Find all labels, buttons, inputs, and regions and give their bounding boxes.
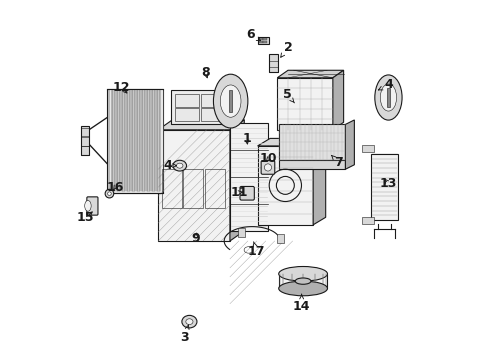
Bar [175,94,199,107]
Bar [277,78,333,130]
Text: 14: 14 [293,294,310,313]
Bar [270,54,278,72]
Bar [259,38,263,40]
Ellipse shape [85,201,91,211]
Text: 6: 6 [246,28,261,41]
Ellipse shape [182,315,197,328]
Polygon shape [333,70,343,130]
Bar [201,94,225,107]
Bar [362,217,374,224]
Circle shape [265,164,271,171]
Bar [201,108,225,121]
Ellipse shape [173,160,187,171]
Polygon shape [172,117,243,125]
Text: 4: 4 [378,78,393,91]
Polygon shape [230,120,245,241]
Ellipse shape [380,84,396,111]
Bar [279,160,345,169]
Bar [259,41,263,43]
Polygon shape [277,70,343,78]
Bar [81,146,89,155]
Bar [279,274,327,288]
Ellipse shape [214,74,248,128]
Bar [362,145,374,152]
Text: 11: 11 [230,186,248,199]
Bar [258,146,313,225]
Text: 13: 13 [380,177,397,190]
Bar [258,37,269,44]
Bar [172,90,229,125]
Bar [238,228,245,237]
Circle shape [105,189,114,198]
Ellipse shape [295,278,311,284]
Polygon shape [258,138,326,146]
Bar [371,154,398,220]
Text: 10: 10 [260,152,277,165]
Bar [81,128,89,136]
Text: 3: 3 [180,325,189,343]
Bar [183,169,203,208]
Text: 7: 7 [332,156,343,169]
Text: 8: 8 [201,66,210,79]
Text: 12: 12 [113,81,130,94]
Bar [229,90,232,112]
FancyBboxPatch shape [240,186,254,200]
Text: 5: 5 [283,88,294,103]
Polygon shape [158,120,245,130]
Text: 9: 9 [191,231,200,244]
Text: 17: 17 [248,242,265,257]
Bar [158,130,230,241]
Bar [279,125,345,160]
Polygon shape [229,83,243,125]
Bar [263,38,267,40]
Bar [230,123,268,231]
Text: 15: 15 [77,211,95,224]
Text: 16: 16 [106,181,124,194]
Text: 1: 1 [243,132,251,145]
Bar [263,41,267,43]
Bar [81,137,89,145]
Ellipse shape [186,319,193,324]
Bar [175,108,199,121]
Polygon shape [345,120,354,169]
Ellipse shape [375,75,402,120]
FancyBboxPatch shape [87,197,98,215]
Text: 4: 4 [164,159,176,172]
Bar [107,89,163,193]
Bar [277,234,285,243]
Ellipse shape [220,85,241,117]
Ellipse shape [279,281,327,296]
Text: 2: 2 [281,41,293,57]
Bar [205,169,225,208]
Ellipse shape [279,266,327,281]
Ellipse shape [176,163,183,168]
FancyBboxPatch shape [261,161,275,174]
Polygon shape [313,138,326,225]
Bar [388,89,390,107]
Circle shape [108,192,111,195]
Bar [81,126,89,155]
Bar [162,169,182,208]
